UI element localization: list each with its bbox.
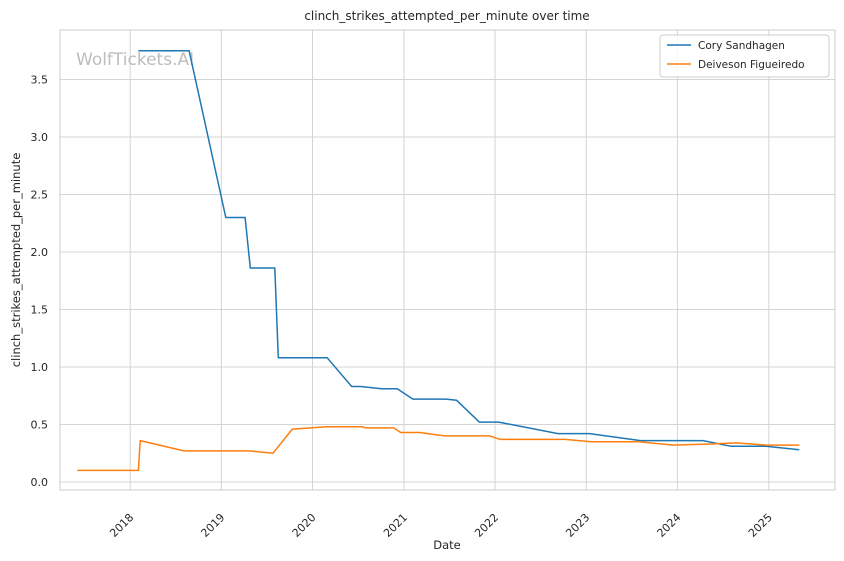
y-tick-label: 1.0 (31, 361, 49, 374)
y-tick-label: 2.5 (31, 188, 49, 201)
x-tick-label: 2020 (290, 511, 319, 540)
plot-frame (59, 29, 836, 491)
x-tick-label: 2019 (198, 511, 227, 540)
x-tick-label: 2022 (472, 511, 501, 540)
legend: Cory Sandhagen Deiveson Figueiredo (659, 34, 830, 78)
x-axis-label: Date (433, 538, 461, 552)
x-tick-label: 2018 (107, 511, 136, 540)
y-tick-label: 0.0 (31, 476, 49, 489)
legend-label-cory-sandhagen: Cory Sandhagen (698, 40, 785, 52)
legend-label-deiveson-figueiredo: Deiveson Figueiredo (698, 59, 805, 71)
x-tick-label: 2025 (746, 511, 775, 540)
tick-labels: 0.0 0.5 1.0 1.5 2.0 2.5 3.0 3.5 2018 2019 2020 2021… (31, 73, 775, 539)
x-tick-label: 2021 (381, 511, 410, 540)
y-tick-label: 1.5 (31, 303, 49, 316)
y-tick-label: 3.5 (31, 73, 49, 86)
y-tick-label: 2.0 (31, 246, 49, 259)
y-axis-label: clinch_strikes_attempted_per_minute (9, 153, 23, 368)
series-line-deiveson-figueiredo (77, 426, 800, 472)
series-line-cory-sandhagen (138, 49, 800, 451)
legend-box (659, 34, 830, 78)
grid (60, 30, 835, 490)
chart-title: clinch_strikes_attempted_per_minute over… (304, 9, 589, 23)
y-tick-label: 3.0 (31, 131, 49, 144)
x-tick-label: 2024 (655, 511, 684, 540)
y-tick-label: 0.5 (31, 418, 49, 431)
watermark: WolfTickets.AI (76, 50, 194, 70)
series-lines (77, 49, 800, 472)
x-tick-label: 2023 (563, 511, 592, 540)
